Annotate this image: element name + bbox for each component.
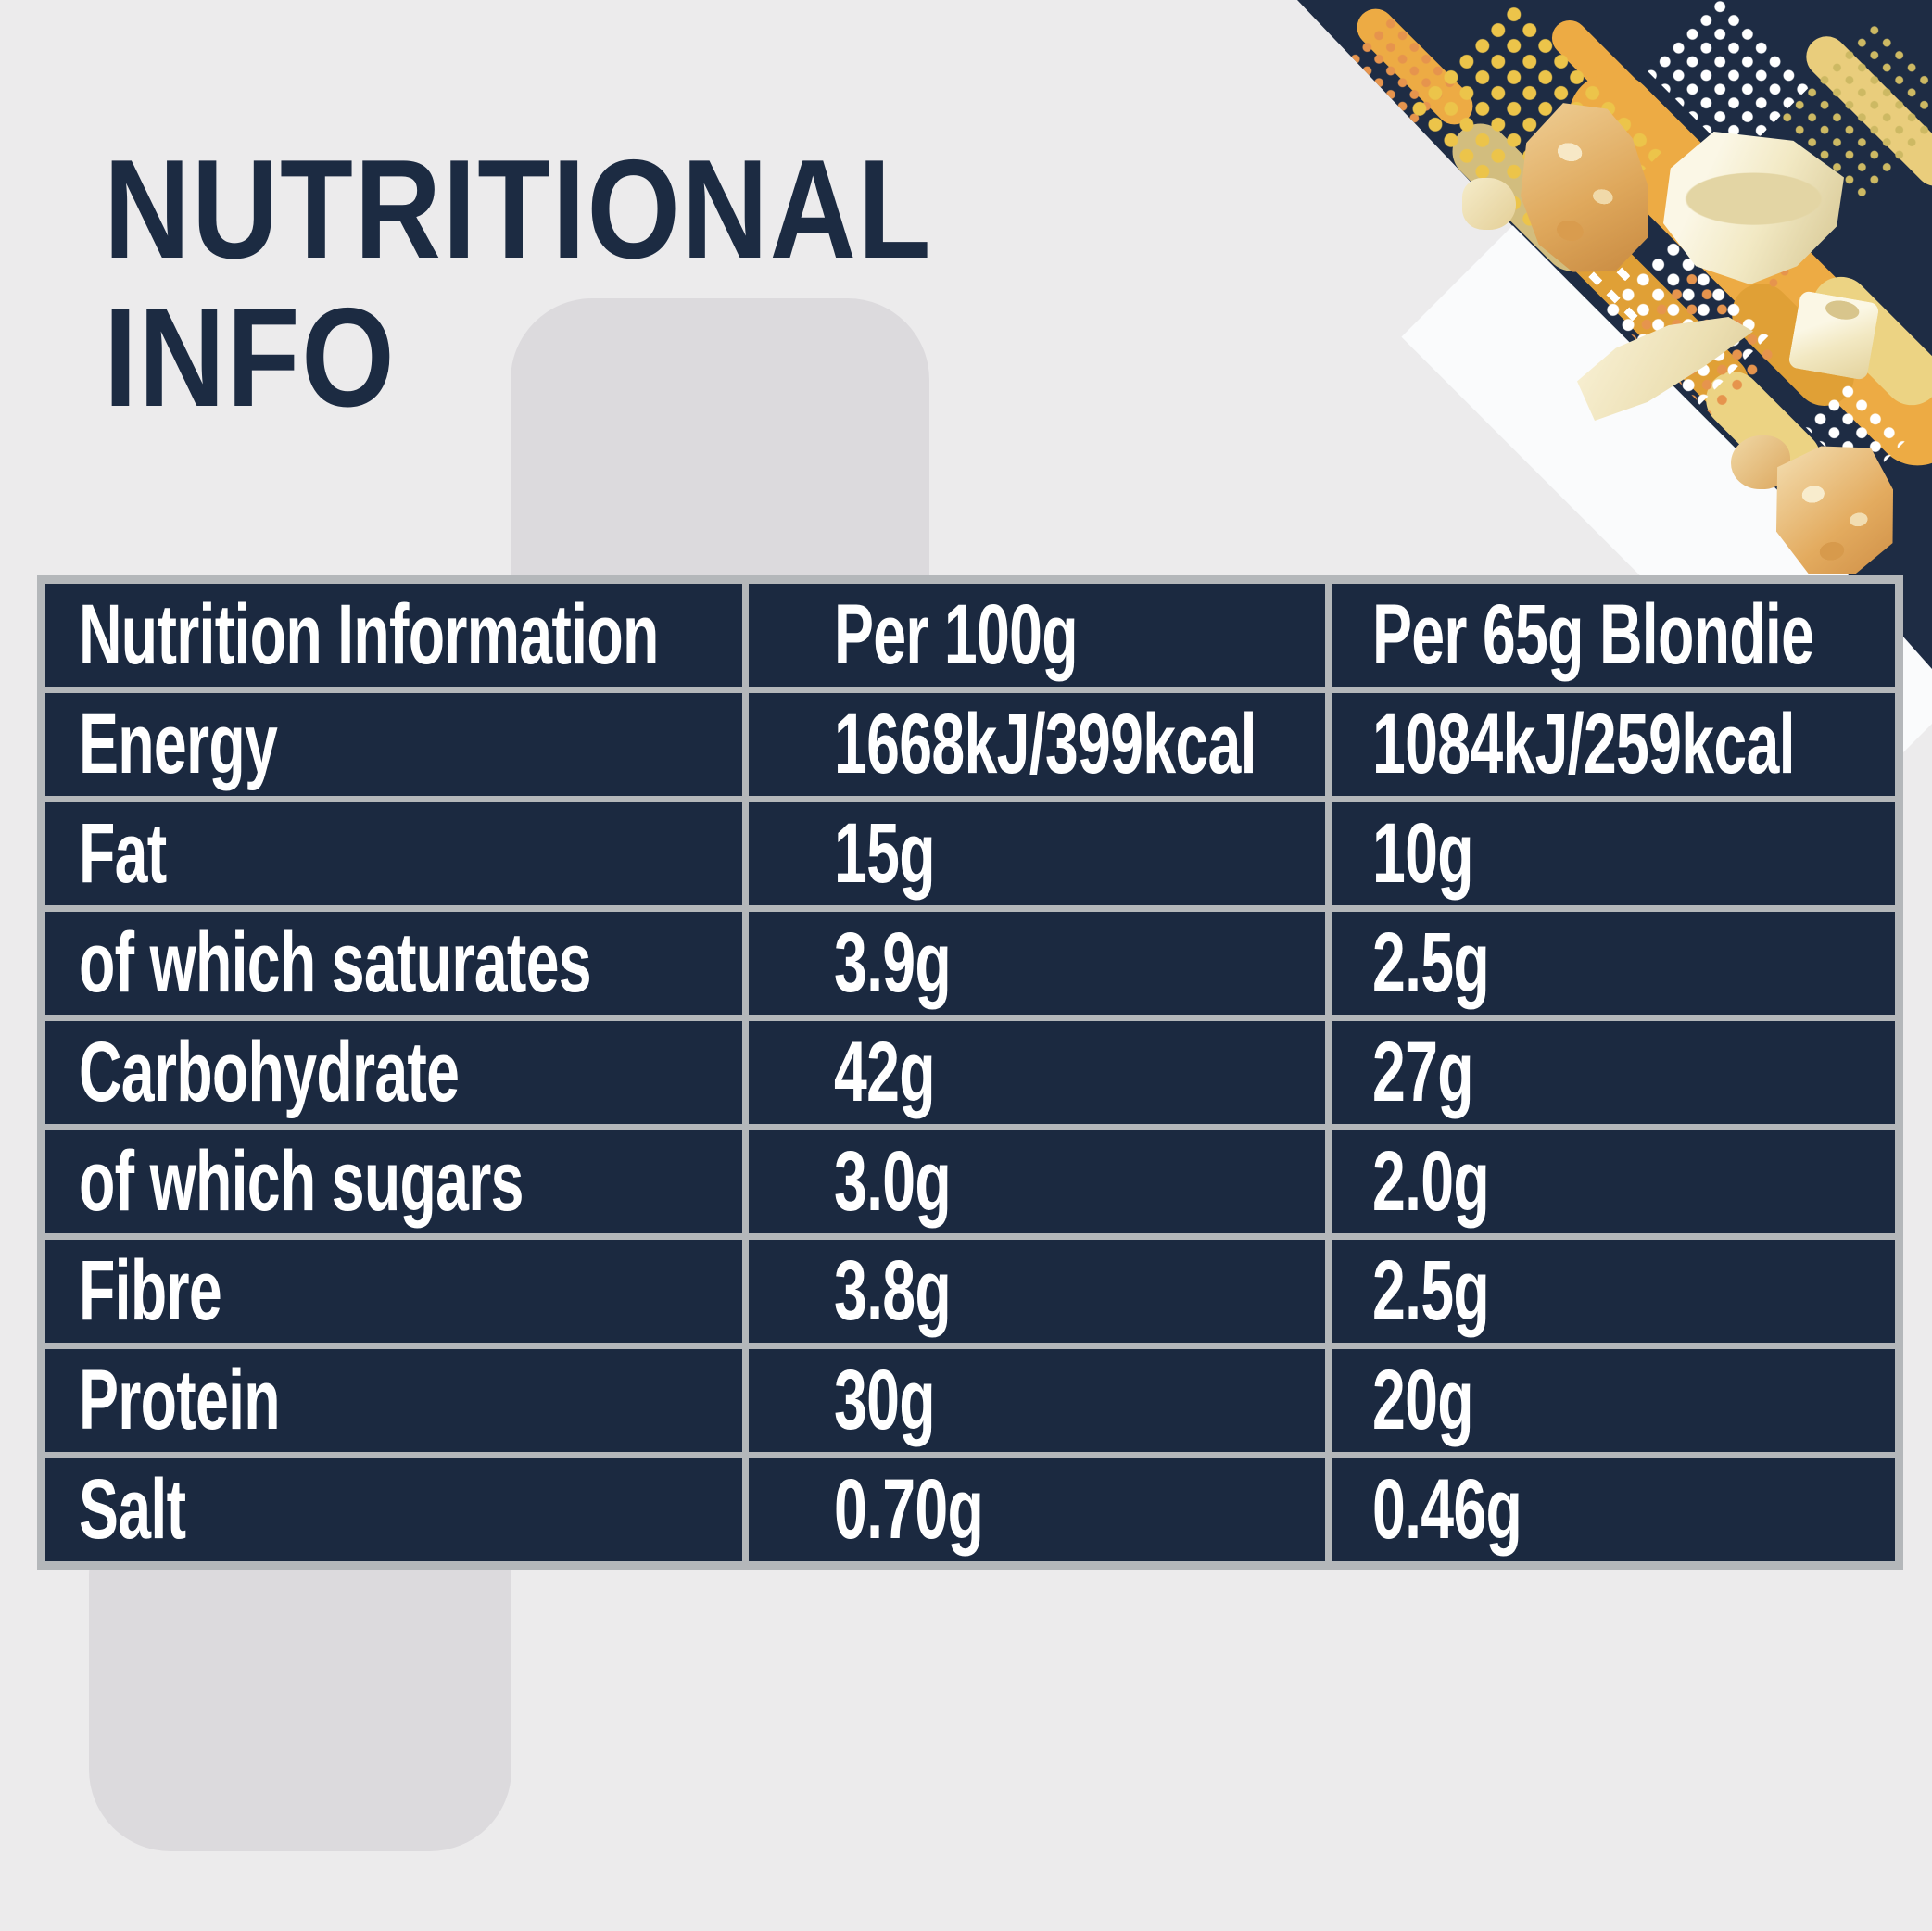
row-value: 3.0g — [834, 1133, 952, 1229]
page-title-line1: NUTRITIONAL — [104, 131, 933, 288]
cell-per-100g: 1668kJ/399kcal — [742, 687, 1332, 803]
cell-label: Protein — [38, 1342, 749, 1458]
cell-per-100g: 3.8g — [742, 1232, 1332, 1349]
row-label: Carbohydrate — [79, 1024, 460, 1119]
header-label: Per 65g Blondie — [1372, 587, 1814, 683]
cell-per-100g: 15g — [742, 796, 1332, 912]
row-value: 0.70g — [834, 1461, 984, 1557]
page-title: NUTRITIONAL INFO — [104, 135, 1079, 432]
row-value: 30g — [834, 1352, 936, 1447]
row-label: Fibre — [79, 1243, 222, 1338]
cell-per-100g: 3.0g — [742, 1123, 1332, 1240]
header-cell-per-65g: Per 65g Blondie — [1325, 575, 1902, 694]
table-row: Salt 0.70g 0.46g — [38, 1451, 1902, 1570]
cell-per-100g: 0.70g — [742, 1451, 1332, 1570]
page-title-line2: INFO — [104, 279, 397, 436]
table-header-row: Nutrition Information Per 100g Per 65g B… — [38, 575, 1902, 694]
cell-per-65g: 2.5g — [1325, 905, 1902, 1021]
header-cell-nutrition-information: Nutrition Information — [38, 575, 749, 694]
cell-label: Energy — [38, 687, 749, 803]
header-label: Per 100g — [834, 587, 1079, 683]
header-cell-per-100g: Per 100g — [742, 575, 1332, 694]
row-label: of which saturates — [79, 915, 592, 1010]
row-value: 0.46g — [1372, 1461, 1522, 1557]
row-label: of which sugars — [79, 1133, 524, 1229]
cell-per-65g: 0.46g — [1325, 1451, 1902, 1570]
row-label: Energy — [79, 697, 278, 792]
nutrition-table: Nutrition Information Per 100g Per 65g B… — [37, 575, 1903, 1570]
cell-per-65g: 2.0g — [1325, 1123, 1902, 1240]
row-value: 2.5g — [1372, 915, 1490, 1010]
row-label: Protein — [79, 1352, 281, 1447]
row-value: 1084kJ/259kcal — [1372, 697, 1795, 792]
header-label: Nutrition Information — [79, 587, 659, 683]
cell-label: of which saturates — [38, 905, 749, 1021]
cell-label: Carbohydrate — [38, 1014, 749, 1130]
cell-label: Fat — [38, 796, 749, 912]
table-row: Carbohydrate 42g 27g — [38, 1014, 1902, 1130]
row-value: 10g — [1372, 806, 1474, 901]
row-value: 2.0g — [1372, 1133, 1490, 1229]
cell-per-65g: 27g — [1325, 1014, 1902, 1130]
cell-per-65g: 1084kJ/259kcal — [1325, 687, 1902, 803]
cell-per-100g: 3.9g — [742, 905, 1332, 1021]
cell-label: Salt — [38, 1451, 749, 1570]
table-row: of which sugars 3.0g 2.0g — [38, 1123, 1902, 1240]
row-value: 2.5g — [1372, 1243, 1490, 1338]
cell-label: Fibre — [38, 1232, 749, 1349]
crumb-piece — [1462, 178, 1516, 230]
row-label: Fat — [79, 806, 167, 901]
row-value: 3.9g — [834, 915, 952, 1010]
cell-per-100g: 30g — [742, 1342, 1332, 1458]
cell-label: of which sugars — [38, 1123, 749, 1240]
table-row: Protein 30g 20g — [38, 1342, 1902, 1458]
row-value: 20g — [1372, 1352, 1474, 1447]
table-row: Fat 15g 10g — [38, 796, 1902, 912]
table-row: Fibre 3.8g 2.5g — [38, 1232, 1902, 1349]
table-row: Energy 1668kJ/399kcal 1084kJ/259kcal — [38, 687, 1902, 803]
row-value: 15g — [834, 806, 936, 901]
row-label: Salt — [79, 1461, 186, 1557]
row-value: 42g — [834, 1024, 936, 1119]
table-row: of which saturates 3.9g 2.5g — [38, 905, 1902, 1021]
row-value: 3.8g — [834, 1243, 952, 1338]
cell-per-65g: 2.5g — [1325, 1232, 1902, 1349]
row-value: 1668kJ/399kcal — [834, 697, 1256, 792]
cell-per-100g: 42g — [742, 1014, 1332, 1130]
cell-per-65g: 20g — [1325, 1342, 1902, 1458]
butter-cube — [1787, 290, 1880, 381]
row-value: 27g — [1372, 1024, 1474, 1119]
cell-per-65g: 10g — [1325, 796, 1902, 912]
